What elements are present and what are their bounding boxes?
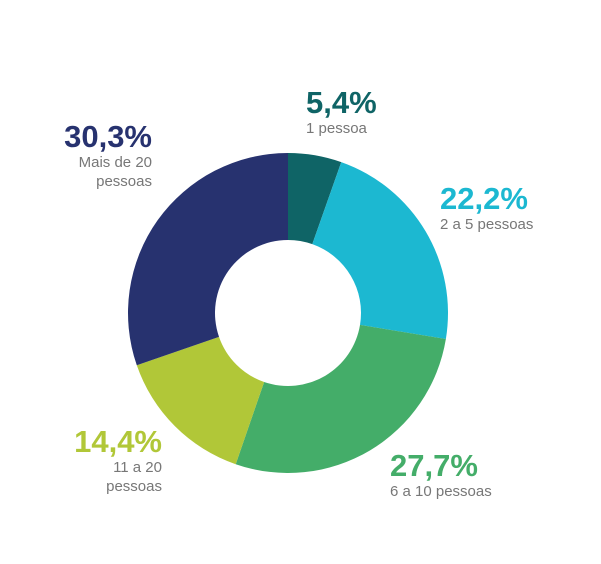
data-label: 27,7% 6 a 10 pessoas [390,450,570,501]
category-label: 6 a 10 pessoas [390,483,492,500]
category-label: 2 a 5 pessoas [440,216,534,233]
donut-slice [312,162,448,340]
data-label: 30,3% Mais de 20 pessoas [52,121,152,191]
value-label: 14,4% [74,424,162,459]
data-label: 14,4% 11 a 20 pessoas [62,426,162,496]
data-label: 22,2% 2 a 5 pessoas [440,183,601,234]
donut-slice [136,336,265,465]
data-label: 5,4% 1 pessoa [306,87,486,138]
category-label: 1 pessoa [306,120,367,137]
value-label: 22,2% [440,181,528,216]
value-label: 5,4% [306,85,377,120]
category-label: 11 a 20 pessoas [106,459,162,495]
donut-slice [127,153,288,366]
category-label: Mais de 20 pessoas [78,154,152,190]
donut-slice [288,153,342,245]
value-label: 27,7% [390,448,478,483]
value-label: 30,3% [64,119,152,154]
donut-slice [235,324,446,473]
